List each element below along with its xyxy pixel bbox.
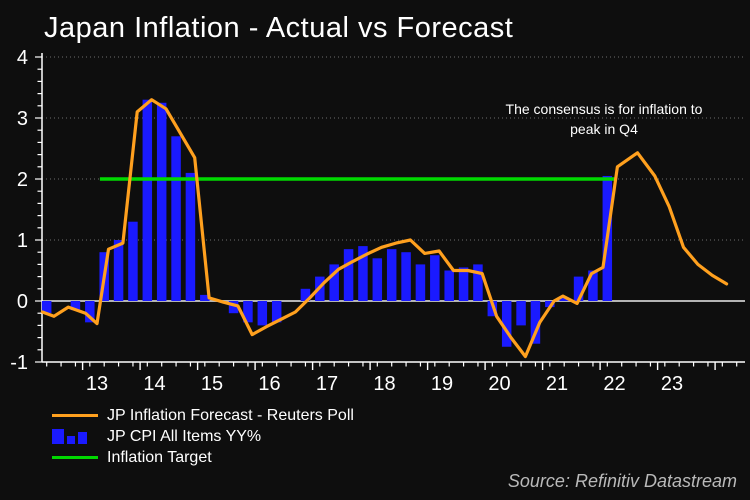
svg-text:4: 4 [17, 47, 28, 69]
legend-item-target: Inflation Target [52, 447, 354, 468]
annotation-line-2: peak in Q4 [570, 121, 638, 137]
svg-text:18: 18 [373, 373, 395, 395]
consensus-annotation: The consensus is for inflation to peak i… [468, 99, 740, 139]
svg-text:1: 1 [17, 230, 28, 252]
svg-text:-1: -1 [10, 352, 28, 374]
svg-text:0: 0 [17, 291, 28, 313]
svg-text:13: 13 [86, 373, 108, 395]
svg-text:22: 22 [603, 373, 625, 395]
svg-text:3: 3 [17, 108, 28, 130]
annotation-line-1: The consensus is for inflation to [505, 101, 703, 117]
svg-text:14: 14 [143, 373, 165, 395]
legend-label: Inflation Target [107, 448, 212, 466]
legend-label: JP CPI All Items YY% [107, 427, 262, 445]
blue-bars-swatch-icon [52, 429, 98, 444]
svg-text:17: 17 [316, 373, 338, 395]
legend-label: JP Inflation Forecast - Reuters Poll [107, 406, 354, 424]
svg-text:19: 19 [431, 373, 453, 395]
svg-text:21: 21 [546, 373, 568, 395]
chart-title: Japan Inflation - Actual vs Forecast [44, 12, 514, 44]
legend: JP Inflation Forecast - Reuters Poll JP … [52, 405, 354, 468]
svg-text:20: 20 [488, 373, 510, 395]
legend-item-cpi: JP CPI All Items YY% [52, 426, 354, 447]
svg-text:16: 16 [258, 373, 280, 395]
svg-text:2: 2 [17, 169, 28, 191]
svg-text:23: 23 [661, 373, 683, 395]
source-credit: Source: Refinitiv Datastream [507, 471, 737, 491]
legend-item-forecast: JP Inflation Forecast - Reuters Poll [52, 405, 354, 426]
orange-line-swatch-icon [52, 414, 98, 417]
svg-text:15: 15 [201, 373, 223, 395]
green-line-swatch-icon [52, 456, 98, 459]
